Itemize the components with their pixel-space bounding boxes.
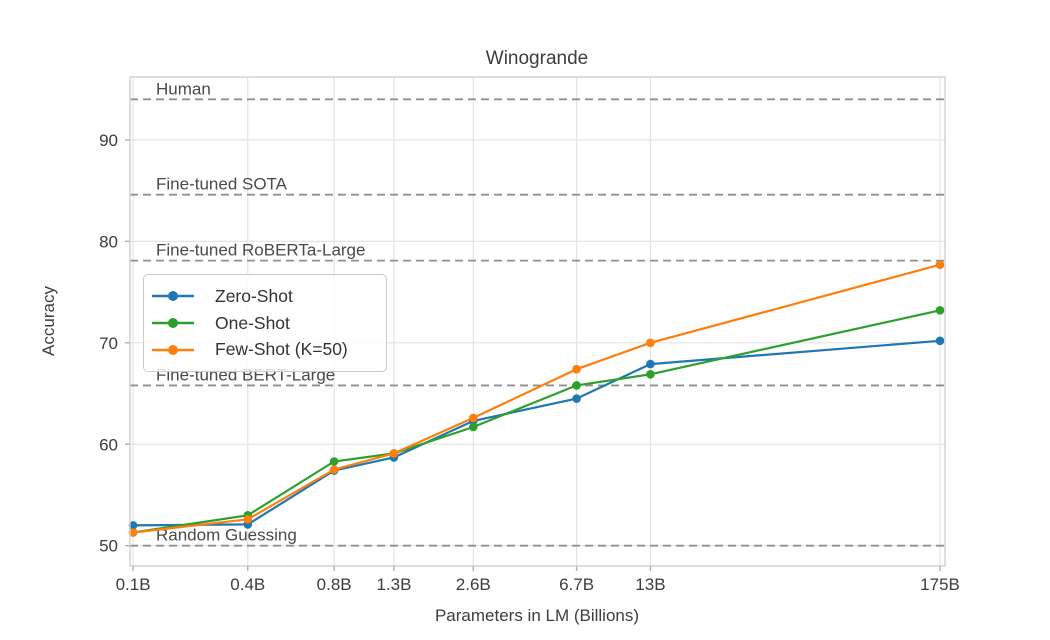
- y-tick-label-70: 70: [99, 334, 118, 353]
- y-tick-label-90: 90: [99, 131, 118, 150]
- legend-line-sample-zero-shot: [152, 291, 194, 302]
- data-point-few-shot-k-50-0.1B: [128, 528, 138, 537]
- legend-item-few-shot-k-50: Few-Shot (K=50): [151, 336, 376, 363]
- chart-title: Winogrande: [486, 48, 588, 69]
- x-tick-label-0.8B: 0.8B: [317, 575, 352, 594]
- x-tick-label-0.1B: 0.1B: [116, 575, 151, 594]
- data-point-few-shot-k-50-13B: [646, 338, 655, 348]
- data-point-few-shot-k-50-0.8B: [329, 465, 339, 474]
- data-point-few-shot-k-50-1.3B: [389, 449, 399, 458]
- x-tick-label-1.3B: 1.3B: [376, 575, 411, 594]
- legend-label-few-shot-k-50: Few-Shot (K=50): [215, 339, 348, 360]
- data-point-one-shot-13B: [646, 370, 655, 379]
- reference-label-fine-tuned-roberta-large: Fine-tuned RoBERTa-Large: [156, 241, 365, 260]
- x-tick-label-0.4B: 0.4B: [230, 575, 265, 594]
- x-tick-label-2.6B: 2.6B: [456, 575, 491, 594]
- x-axis-label: Parameters in LM (Billions): [435, 606, 639, 625]
- data-point-zero-shot-175B: [935, 336, 945, 346]
- reference-label-random-guessing: Random Guessing: [156, 526, 297, 545]
- y-axis-label: Accuracy: [39, 286, 58, 356]
- data-point-one-shot-0.8B: [329, 457, 339, 466]
- reference-label-human: Human: [156, 79, 211, 98]
- x-tick-label-13B: 13B: [635, 575, 665, 594]
- x-tick-label-175B: 175B: [920, 575, 960, 594]
- data-point-zero-shot-13B: [646, 359, 655, 369]
- y-tick-label-80: 80: [99, 232, 118, 251]
- series-line-few-shot-k-50: [132, 263, 941, 534]
- data-point-few-shot-k-50-0.4B: [243, 515, 253, 524]
- reference-label-fine-tuned-sota: Fine-tuned SOTA: [156, 175, 288, 194]
- legend-line-sample-few-shot-k-50: [152, 344, 194, 355]
- legend-line-sample-one-shot: [152, 318, 194, 328]
- data-point-one-shot-175B: [935, 306, 945, 315]
- legend-item-one-shot: One-Shot: [151, 310, 376, 337]
- data-point-zero-shot-6.7B: [572, 394, 581, 403]
- y-tick-label-50: 50: [99, 537, 118, 556]
- axes: 0.1B 0.4B 0.8B 1.3B 2.6B 6.7B 13B 175B 50 60 70 80 9…: [99, 76, 960, 594]
- y-tick-label-60: 60: [99, 435, 118, 454]
- legend: Zero-Shot One-Shot Few-Shot (K=50): [143, 274, 387, 372]
- data-point-one-shot-6.7B: [572, 381, 581, 390]
- data-point-one-shot-2.6B: [469, 422, 478, 432]
- series-line-one-shot: [132, 309, 941, 534]
- data-point-zero-shot-0.1B: [128, 521, 138, 530]
- data-point-few-shot-k-50-2.6B: [469, 413, 478, 423]
- data-point-few-shot-k-50-175B: [935, 260, 945, 270]
- data-point-few-shot-k-50-6.7B: [572, 364, 581, 374]
- legend-item-zero-shot: Zero-Shot: [151, 283, 376, 310]
- legend-label-one-shot: One-Shot: [215, 312, 290, 333]
- x-tick-label-6.7B: 6.7B: [559, 575, 594, 594]
- reference-lines: Human Fine-tuned SOTA Fine-tuned RoBERTa-L…: [130, 79, 945, 547]
- legend-label-zero-shot: Zero-Shot: [215, 285, 293, 306]
- data-series: [128, 260, 945, 537]
- plot-border: [129, 76, 946, 567]
